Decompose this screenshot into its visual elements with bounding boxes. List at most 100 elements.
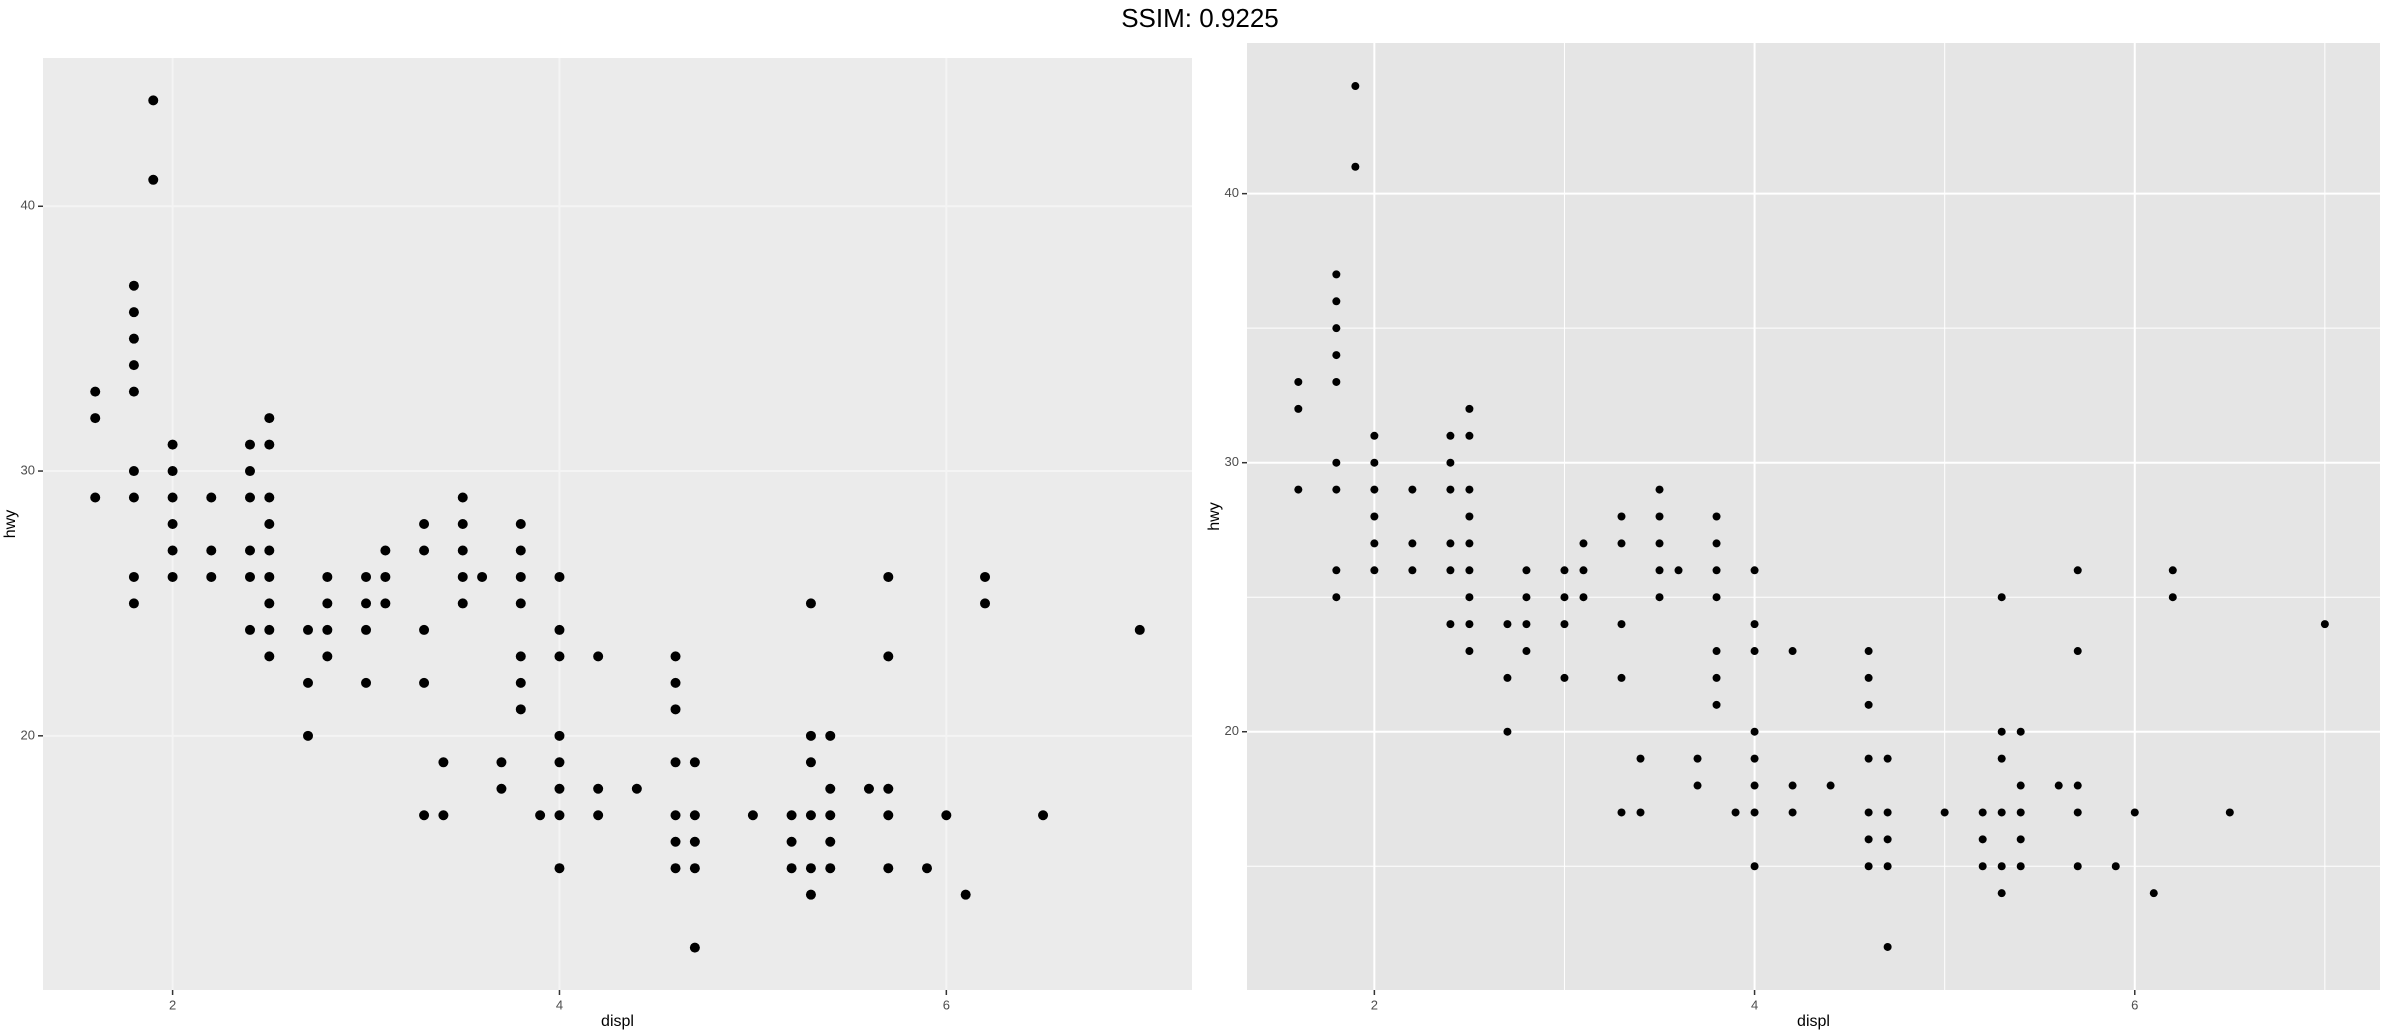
point xyxy=(1038,810,1049,821)
point xyxy=(264,439,275,450)
point xyxy=(128,598,139,609)
point xyxy=(90,386,101,397)
point xyxy=(2016,727,2025,736)
point xyxy=(322,571,333,582)
y-tick-label: 40 xyxy=(1225,185,1239,200)
point xyxy=(1370,458,1379,467)
point xyxy=(128,386,139,397)
point xyxy=(322,624,333,635)
point xyxy=(1712,512,1721,521)
point xyxy=(883,571,894,582)
point xyxy=(1332,297,1341,306)
point xyxy=(1997,862,2006,871)
point xyxy=(805,863,816,874)
point xyxy=(1465,593,1474,602)
point xyxy=(805,598,816,609)
point xyxy=(1655,593,1664,602)
point xyxy=(689,757,700,768)
point xyxy=(1693,754,1702,763)
point xyxy=(1465,539,1474,548)
point xyxy=(1446,539,1455,548)
point xyxy=(1503,727,1512,736)
point xyxy=(515,651,526,662)
point xyxy=(244,439,255,450)
point xyxy=(1883,754,1892,763)
point xyxy=(1465,431,1474,440)
point xyxy=(805,889,816,900)
point xyxy=(1712,566,1721,575)
point xyxy=(863,783,874,794)
x-tick-label: 2 xyxy=(1371,997,1378,1012)
point xyxy=(1446,431,1455,440)
point xyxy=(1655,512,1664,521)
point xyxy=(2168,593,2177,602)
point xyxy=(1712,593,1721,602)
point xyxy=(825,810,836,821)
point xyxy=(1712,647,1721,656)
point xyxy=(554,730,565,741)
point xyxy=(1370,566,1379,575)
point xyxy=(206,545,217,556)
point xyxy=(1522,566,1531,575)
point xyxy=(419,519,430,529)
point xyxy=(380,545,391,556)
point xyxy=(419,810,430,821)
point xyxy=(2168,566,2177,575)
point xyxy=(457,519,468,529)
point xyxy=(1883,808,1892,817)
point xyxy=(322,651,333,662)
point xyxy=(1579,539,1588,548)
point xyxy=(805,757,816,768)
point xyxy=(786,863,797,874)
point xyxy=(883,783,894,794)
point xyxy=(825,783,836,794)
point xyxy=(1617,539,1626,548)
point xyxy=(1332,485,1341,494)
point xyxy=(689,942,700,953)
point xyxy=(1579,566,1588,575)
point xyxy=(457,545,468,556)
point xyxy=(361,624,372,635)
point xyxy=(167,545,178,556)
point xyxy=(593,810,604,821)
point xyxy=(206,571,217,582)
point xyxy=(1332,324,1341,333)
plot-panel xyxy=(1247,43,2380,990)
point xyxy=(244,571,255,582)
point xyxy=(419,677,430,688)
point xyxy=(670,863,681,874)
point xyxy=(496,783,507,794)
point xyxy=(1655,566,1664,575)
point xyxy=(1446,566,1455,575)
point xyxy=(825,863,836,874)
point xyxy=(457,492,468,503)
point xyxy=(1864,835,1873,844)
point xyxy=(883,810,894,821)
point xyxy=(689,836,700,847)
point xyxy=(477,571,488,582)
point xyxy=(1370,431,1379,440)
point xyxy=(1465,512,1474,521)
point xyxy=(2073,862,2082,871)
point xyxy=(1579,593,1588,602)
point xyxy=(206,492,217,503)
point xyxy=(1788,808,1797,817)
point xyxy=(1522,593,1531,602)
point xyxy=(1332,458,1341,467)
point xyxy=(1712,539,1721,548)
point xyxy=(515,598,526,609)
point xyxy=(1997,593,2006,602)
point xyxy=(1503,620,1512,629)
point xyxy=(380,598,391,609)
point xyxy=(303,624,314,635)
point xyxy=(1446,485,1455,494)
point xyxy=(1940,808,1949,817)
point xyxy=(554,624,565,635)
point xyxy=(148,95,159,106)
point xyxy=(593,651,604,662)
point xyxy=(1864,673,1873,682)
point xyxy=(1712,673,1721,682)
x-axis-title: displ xyxy=(1797,1013,1830,1030)
point xyxy=(1332,377,1341,386)
